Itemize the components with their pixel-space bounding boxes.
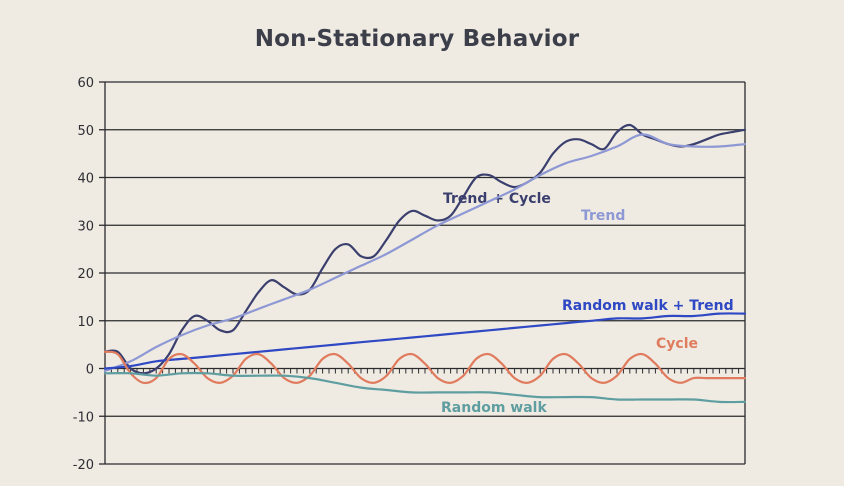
series-label-random-walk-trend: Random walk + Trend (562, 298, 734, 314)
series-label-random-walk: Random walk (441, 400, 547, 416)
y-tick-label-4: 20 (77, 267, 94, 282)
y-tick-label-1: -10 (73, 410, 94, 425)
series-label-trend: Trend (581, 208, 625, 224)
series-line-trend (103, 133, 747, 372)
chart-title: Non-Stationary Behavior (254, 26, 580, 52)
series-line-random-walk-trend (103, 312, 747, 370)
y-tick-label-7: 50 (77, 124, 94, 139)
series-label-cycle: Cycle (656, 336, 698, 352)
y-tick-label-3: 10 (77, 315, 94, 330)
y-tick-label-6: 40 (77, 172, 94, 187)
series-line-cycle (103, 350, 747, 385)
series-label-trend-cycle: Trend + Cycle (443, 191, 551, 207)
y-tick-label-5: 30 (77, 219, 94, 234)
y-tick-label-8: 60 (77, 76, 94, 91)
series-line-random-walk (103, 371, 747, 404)
y-tick-label-0: -20 (73, 458, 94, 473)
y-tick-label-2: 0 (86, 363, 94, 378)
